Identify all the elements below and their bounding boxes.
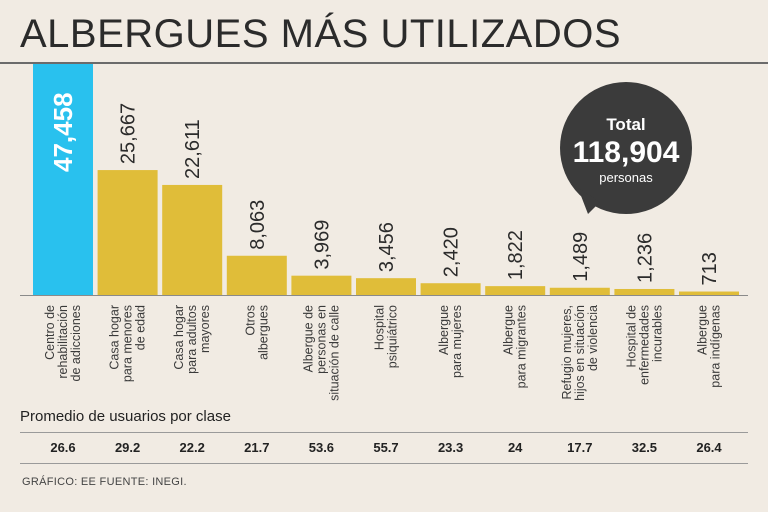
category-label-1: Casa hogarpara menoresde edad: [108, 305, 148, 382]
value-label-9: 1,236: [634, 233, 656, 283]
average-value-9: 32.5: [631, 440, 658, 455]
average-value-8: 17.7: [567, 440, 593, 455]
bar-0: [33, 64, 93, 295]
value-label-6: 2,420: [441, 227, 463, 277]
category-label-2: Casa hogarpara adultosmayores: [172, 305, 212, 374]
value-label-3: 8,063: [247, 200, 269, 250]
average-value-2: 22.2: [179, 440, 205, 455]
bar-5: [356, 278, 416, 295]
bar-2: [162, 184, 223, 295]
average-row: 26.6 29.2 22.2 21.7 53.6 55.7 23.3 24 17.7 32.5 26…: [0, 440, 768, 460]
bar-3: [226, 255, 287, 295]
category-label-6: Alberguepara mujeres: [437, 305, 464, 378]
value-label-8: 1,489: [570, 232, 592, 282]
average-value-7: 24: [507, 440, 523, 455]
category-label-8: Refugio mujeres,hijos en situaciónde vio…: [560, 305, 600, 401]
category-label-7: Alberguepara migrantes: [502, 305, 529, 388]
category-label-0: Centro derehabilitaciónde adicciones: [43, 305, 83, 381]
average-value-1: 29.2: [114, 440, 141, 455]
title-rule: [0, 62, 768, 64]
bar-chart: 47,458 Centro derehabilitaciónde adiccion…: [20, 64, 748, 401]
average-value-6: 23.3: [437, 440, 464, 455]
average-rule-top: [20, 432, 748, 433]
category-label-3: Otrosalbergues: [243, 305, 270, 360]
value-label-5: 3,456: [376, 222, 398, 272]
total-unit: personas: [599, 170, 653, 185]
category-label-10: Alberguepara indígenas: [696, 305, 723, 388]
average-label: Promedio de usuarios por clase: [20, 408, 231, 425]
value-label-7: 1,822: [505, 230, 527, 280]
total-value: 118,904: [573, 136, 680, 169]
chart-title: ALBERGUES MÁS UTILIZADOS: [20, 12, 622, 56]
source-note: GRÁFICO: EE FUENTE: INEGI.: [22, 476, 187, 488]
category-label-5: Hospitalpsiquiátrico: [373, 305, 400, 368]
bar-6: [420, 283, 481, 295]
total-bubble: [560, 82, 692, 214]
bar-1: [97, 170, 158, 295]
bar-4: [291, 275, 352, 295]
value-label-10: 713: [699, 252, 721, 285]
total-label: Total: [606, 115, 645, 134]
average-rule-bottom: [20, 463, 748, 464]
average-value-0: 26.6: [50, 440, 76, 455]
total-bubble-pointer: [578, 188, 600, 214]
bar-9: [614, 288, 675, 295]
bar-8: [549, 287, 610, 295]
average-value-10: 26.4: [696, 440, 722, 455]
category-label-9: Hospital deenfermedadesincurables: [624, 305, 664, 385]
value-label-2: 22,611: [182, 119, 204, 179]
value-label-0: 47,458: [48, 92, 78, 172]
bar-10: [679, 291, 739, 295]
average-value-3: 21.7: [244, 440, 270, 455]
category-label-4: Albergue depersonas ensituación de calle: [301, 305, 341, 401]
value-label-4: 3,969: [311, 220, 333, 270]
average-value-4: 53.6: [308, 440, 335, 455]
average-value-5: 55.7: [373, 440, 399, 455]
value-label-1: 25,667: [118, 103, 140, 164]
bar-7: [485, 286, 546, 295]
